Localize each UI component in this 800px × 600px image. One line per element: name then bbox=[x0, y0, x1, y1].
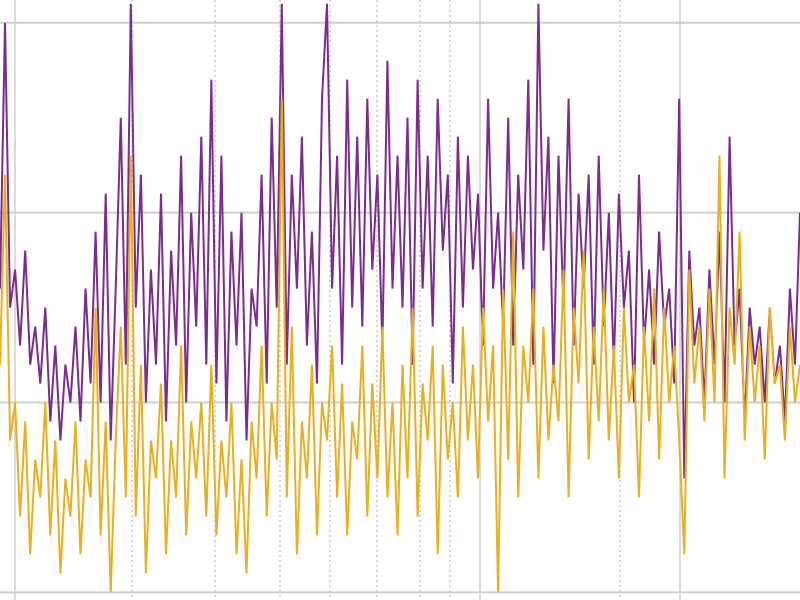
series-line bbox=[0, 98, 800, 593]
series-line bbox=[0, 3, 800, 479]
